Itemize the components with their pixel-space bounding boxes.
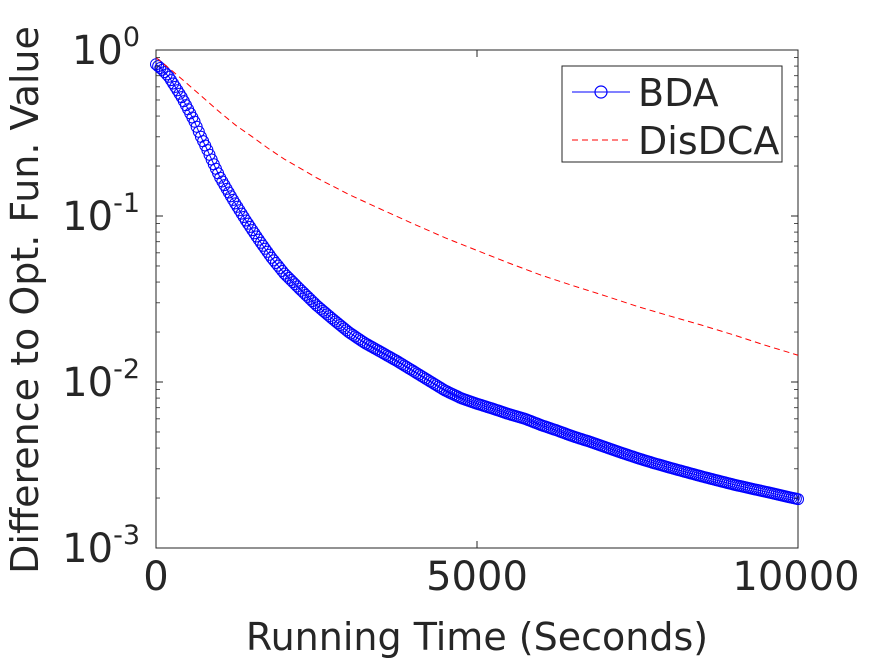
series-point-bda bbox=[244, 220, 257, 233]
series-point-bda bbox=[214, 171, 227, 184]
series-point-bda bbox=[284, 274, 297, 286]
series-point-bda bbox=[257, 239, 269, 252]
legend-box bbox=[561, 65, 783, 163]
series-point-bda bbox=[164, 74, 177, 87]
series-point-bda bbox=[340, 324, 353, 337]
x-tick-label: 0 bbox=[143, 554, 168, 600]
y-tick-label: 10-2 bbox=[62, 354, 140, 406]
series-point-bda bbox=[349, 330, 362, 343]
series-point-bda bbox=[344, 327, 357, 340]
series-point-bda bbox=[222, 186, 235, 199]
legend: BDA DisDCA bbox=[561, 65, 783, 163]
series-point-bda bbox=[792, 493, 804, 506]
series-point-bda bbox=[227, 193, 240, 206]
x-tick-label: 10000 bbox=[732, 554, 859, 600]
series-point-bda bbox=[261, 245, 274, 258]
series-point-bda bbox=[229, 197, 242, 210]
series-point-bda bbox=[216, 175, 229, 188]
series-point-bda bbox=[220, 182, 233, 195]
series-point-bda bbox=[259, 242, 272, 255]
series-point-bda bbox=[188, 115, 201, 128]
series-point-bda bbox=[162, 70, 175, 83]
x-axis-label: Running Time (Seconds) bbox=[246, 615, 708, 659]
y-tick-label: 100 bbox=[72, 22, 140, 74]
series-point-bda bbox=[158, 66, 171, 79]
series-point-bda bbox=[351, 331, 364, 344]
series-point-bda bbox=[242, 217, 255, 230]
series-point-bda bbox=[289, 278, 302, 291]
y-axis-label: Difference to Opt. Fun. Value bbox=[3, 26, 47, 574]
series-point-bda bbox=[218, 179, 231, 192]
tick-layer: 0 5000 10000 100 10-1 10-2 10-3 bbox=[62, 22, 859, 600]
series-point-bda bbox=[304, 293, 317, 306]
series-point-bda bbox=[169, 80, 182, 93]
series-point-bda bbox=[353, 333, 366, 346]
series-point-bda bbox=[301, 290, 314, 303]
legend-label-bda: BDA bbox=[638, 71, 719, 115]
series-point-bda bbox=[235, 207, 248, 220]
series-point-bda bbox=[280, 269, 293, 282]
series-point-bda bbox=[276, 264, 289, 277]
series-point-bda bbox=[297, 286, 310, 299]
series-point-bda bbox=[346, 328, 359, 341]
series-point-bda bbox=[282, 271, 295, 284]
series-point-bda bbox=[154, 61, 167, 74]
series-point-bda bbox=[239, 214, 252, 227]
series-point-bda bbox=[299, 288, 312, 301]
series-point-bda bbox=[278, 267, 291, 280]
series-layer bbox=[150, 57, 804, 506]
series-point-bda bbox=[233, 204, 246, 217]
y-tick-label: 10-3 bbox=[62, 520, 140, 572]
x-tick-label: 5000 bbox=[426, 554, 528, 600]
series-point-bda bbox=[167, 77, 180, 90]
series-point-bda bbox=[152, 60, 165, 73]
series-point-bda bbox=[252, 233, 265, 246]
series-point-bda bbox=[190, 120, 203, 133]
series-point-bda bbox=[231, 200, 244, 213]
series-point-bda bbox=[248, 227, 261, 240]
y-tick-label: 10-1 bbox=[62, 188, 140, 240]
series-point-bda bbox=[295, 284, 308, 297]
series-point-bda bbox=[237, 211, 250, 224]
series-point-bda bbox=[246, 224, 259, 237]
legend-marker-bda bbox=[594, 85, 608, 99]
legend-label-disdca: DisDCA bbox=[638, 119, 779, 163]
series-point-bda bbox=[250, 230, 263, 243]
series-line-disdca bbox=[155, 57, 799, 356]
series-point-bda bbox=[342, 326, 355, 339]
series-point-bda bbox=[286, 276, 299, 289]
series-point-bda bbox=[254, 236, 267, 249]
series-point-bda bbox=[306, 295, 319, 308]
series-point-bda bbox=[171, 84, 184, 97]
series-point-bda bbox=[293, 282, 306, 295]
series-point-bda bbox=[173, 87, 186, 100]
series-point-bda bbox=[224, 190, 237, 203]
series-point-bda bbox=[291, 280, 304, 293]
series-point-bda bbox=[156, 63, 169, 76]
